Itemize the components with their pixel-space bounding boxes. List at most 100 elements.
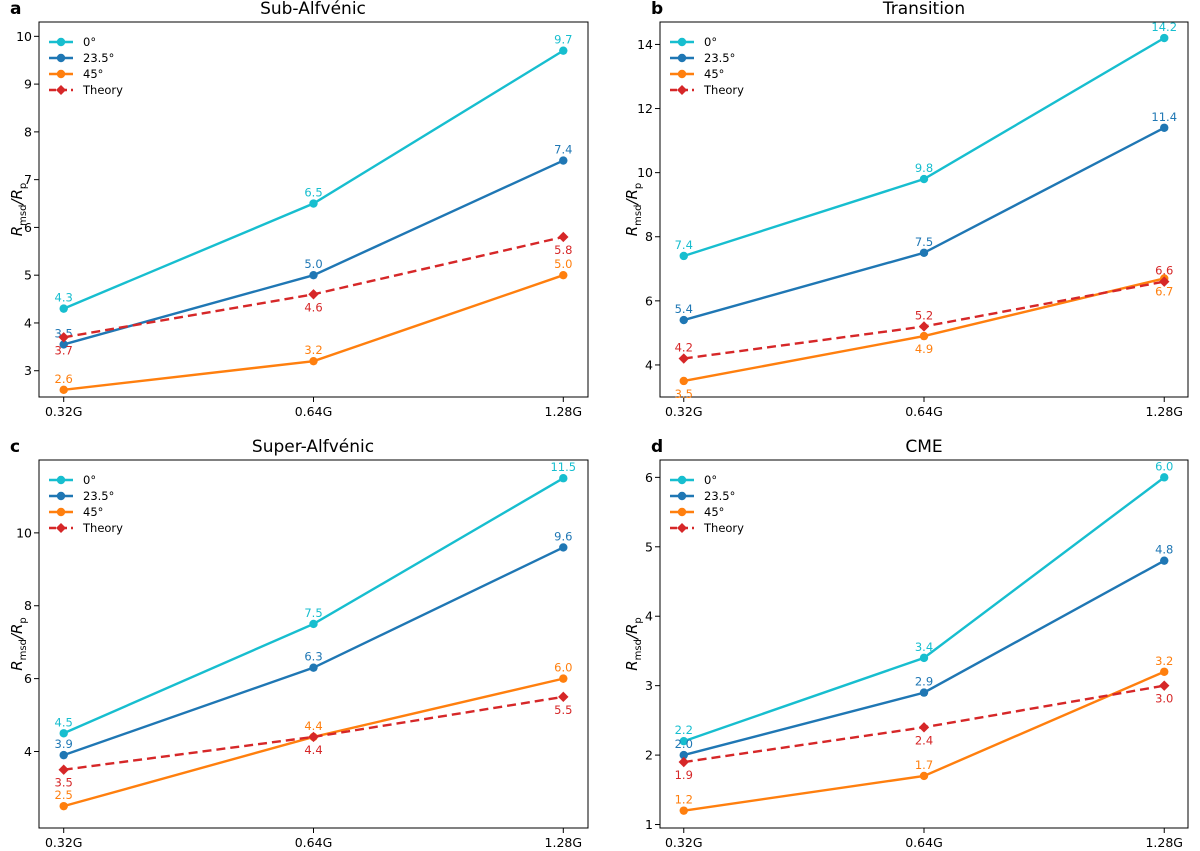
data-label: 14.2 xyxy=(1151,20,1177,34)
data-point xyxy=(559,270,568,280)
data-point xyxy=(1160,556,1169,565)
chart-title: CME xyxy=(905,437,942,457)
series-0°: 2.2 3.4 6.0 xyxy=(675,459,1173,746)
data-point xyxy=(59,340,68,349)
legend-marker xyxy=(56,523,66,533)
data-point xyxy=(1160,667,1169,676)
legend-label: 0° xyxy=(83,473,96,487)
y-tick-label: 5 xyxy=(24,268,32,283)
data-point xyxy=(679,251,688,261)
series-Theory: 1.9 2.4 3.0 xyxy=(675,680,1173,782)
data-label: 3.7 xyxy=(55,343,73,357)
data-point xyxy=(919,174,929,184)
data-label: 1.2 xyxy=(675,793,693,807)
data-label: 3.9 xyxy=(55,737,73,751)
data-point xyxy=(309,356,318,366)
legend-label: 23.5° xyxy=(704,489,735,503)
series-45°: 1.2 1.7 3.2 xyxy=(675,654,1173,815)
data-point xyxy=(59,801,68,811)
data-label: 11.5 xyxy=(550,460,576,474)
legend: 0° 23.5° 45° Theory xyxy=(49,473,123,535)
legend-marker xyxy=(56,491,66,501)
data-label: 2.5 xyxy=(55,788,73,802)
series-line xyxy=(63,235,564,339)
y-label-main: R xyxy=(623,226,641,236)
data-label: 7.5 xyxy=(915,235,933,249)
data-point xyxy=(918,722,930,733)
data-label: 5.4 xyxy=(675,302,693,316)
data-point xyxy=(59,729,68,738)
panel-label: a xyxy=(10,0,21,19)
series-45°: 2.6 3.2 5.0 xyxy=(55,257,572,395)
data-point xyxy=(679,737,688,746)
data-label: 7.4 xyxy=(554,143,572,157)
y-tick-label: 2 xyxy=(645,748,653,763)
x-tick-label: 0.32G xyxy=(45,835,83,847)
series-23.5°: 3.55.07.4 xyxy=(55,143,572,349)
data-point xyxy=(919,331,929,341)
x-tick-label: 0.64G xyxy=(295,835,333,847)
y-tick-label: 4 xyxy=(24,315,32,330)
y-tick-label: 4 xyxy=(645,357,653,372)
legend: 0° 23.5° 45° Theory xyxy=(670,473,744,535)
data-point xyxy=(58,332,69,343)
panel-label: d xyxy=(651,437,663,457)
data-point xyxy=(309,619,318,629)
legend-marker xyxy=(677,523,687,533)
y-tick-label: 3 xyxy=(645,678,653,693)
data-label: 2.6 xyxy=(55,372,73,386)
series-0°: 4.3 6.5 9.7 xyxy=(55,33,572,313)
data-label: 5.5 xyxy=(554,703,572,717)
data-label: 3.5 xyxy=(55,776,73,790)
legend-marker xyxy=(56,53,66,63)
y-label-main: R xyxy=(623,660,641,670)
data-label: 9.7 xyxy=(554,33,572,47)
y-label-sub2: p xyxy=(633,183,644,189)
y-tick-label: 10 xyxy=(16,525,32,540)
data-point xyxy=(679,315,688,325)
data-label: 4.4 xyxy=(304,743,322,757)
series-line xyxy=(683,36,1165,258)
data-label: 9.8 xyxy=(915,161,933,175)
y-tick-label: 4 xyxy=(24,744,32,759)
y-axis-label: Rmsd/Rp xyxy=(8,183,29,237)
legend-label: 0° xyxy=(704,473,717,487)
legend-marker xyxy=(56,475,66,485)
data-label: 5.0 xyxy=(554,257,572,271)
y-tick-label: 8 xyxy=(24,598,32,613)
series-line xyxy=(63,695,564,771)
x-tick-label: 0.32G xyxy=(665,404,703,419)
series-Theory: 4.2 5.2 6.6 xyxy=(675,264,1173,364)
y-tick-label: 5 xyxy=(645,539,653,554)
data-point xyxy=(678,756,689,768)
chart-panel-d: d CME 1 2 3 4 5 6 0.32G 0.64G 1.28G Rmsd/Rp 2.2 3.4 6.… xyxy=(623,437,1189,850)
data-label: 1.9 xyxy=(675,768,693,782)
chart-panel-b: b Transition 4 6 8 10 12 14 0.32G 0.64G 1.28G Rmsd/… xyxy=(623,0,1189,419)
data-label: 4.6 xyxy=(304,300,322,314)
legend-marker xyxy=(56,37,66,47)
legend-label: Theory xyxy=(703,521,744,535)
data-label: 5.2 xyxy=(915,308,933,322)
data-point xyxy=(59,750,68,760)
data-label: 3.5 xyxy=(675,387,693,401)
data-point xyxy=(309,663,318,672)
series-23.5°: 2.0 2.9 4.8 xyxy=(675,543,1173,760)
data-point xyxy=(679,750,688,760)
panel-label: c xyxy=(10,437,20,457)
y-label-sub2: p xyxy=(18,183,29,189)
legend-marker xyxy=(677,69,687,79)
data-label: 4.2 xyxy=(675,341,693,355)
data-label: 3.2 xyxy=(304,343,322,357)
data-point xyxy=(1159,276,1170,287)
y-tick-label: 6 xyxy=(24,671,32,686)
legend-marker xyxy=(677,53,687,63)
x-tick-label: 0.32G xyxy=(45,404,83,419)
data-label: 5.0 xyxy=(304,257,322,271)
data-point xyxy=(678,353,689,364)
y-label-sub1: msd xyxy=(633,205,644,226)
series-0°: 7.4 9.8 14.2 xyxy=(675,20,1177,261)
y-label-sub1: msd xyxy=(18,205,29,226)
legend: 0° 23.5° 45° Theory xyxy=(49,35,123,97)
legend-marker xyxy=(56,85,66,95)
